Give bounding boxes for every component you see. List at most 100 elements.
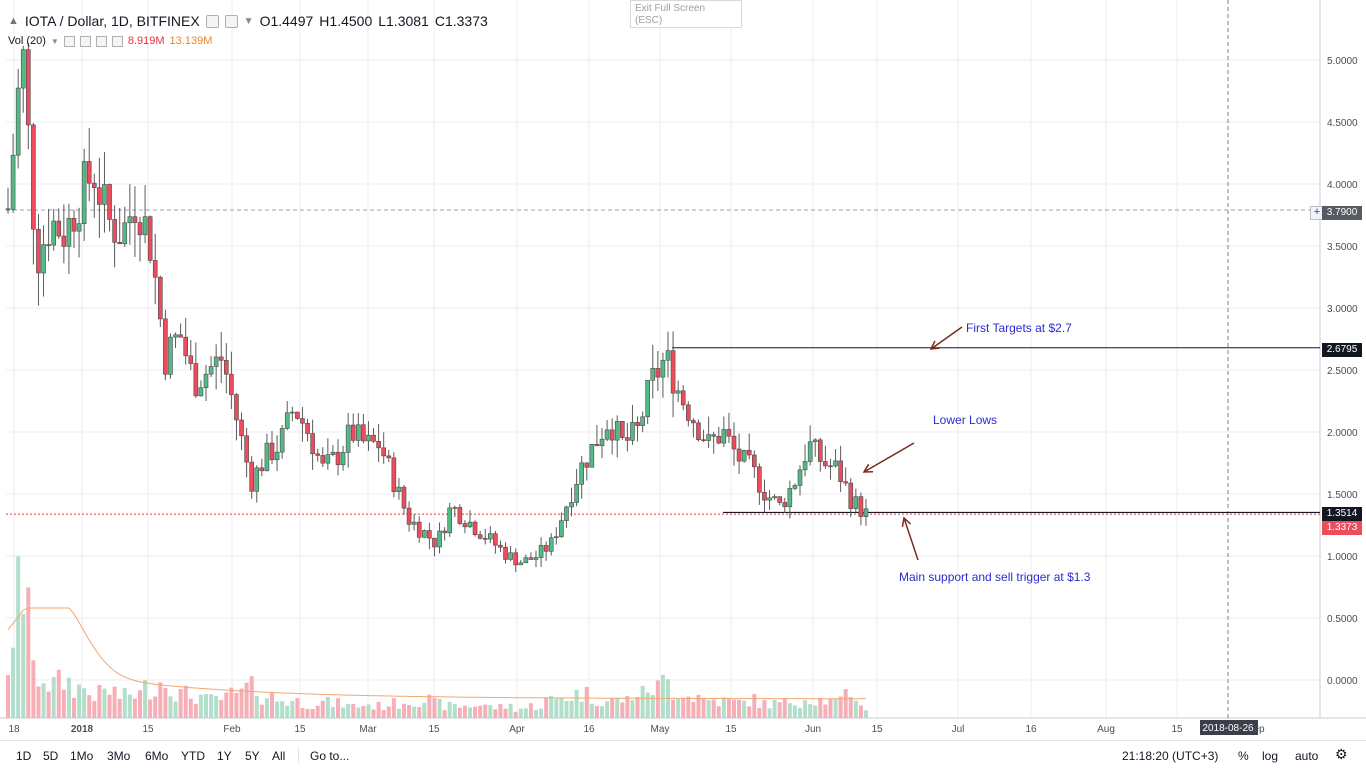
range-6mo-button[interactable]: 6Mo	[145, 749, 169, 763]
close-icon[interactable]	[111, 35, 123, 47]
symbol-title[interactable]: IOTA / Dollar, 1D, BITFINEX	[24, 13, 200, 29]
candle-body	[416, 521, 422, 538]
volume-bar	[767, 708, 772, 718]
candle-body	[330, 451, 336, 455]
visibility-icon[interactable]	[205, 14, 219, 28]
candle-body	[508, 552, 513, 560]
volume-bar	[72, 697, 76, 718]
volume-bar	[534, 709, 538, 718]
price-tick-label: 4.5000	[1327, 118, 1358, 129]
collapse-icon[interactable]: ▲	[8, 15, 19, 27]
volume-bar	[716, 706, 721, 718]
arrow-lower-lows	[863, 442, 915, 473]
gear-icon[interactable]: ⚙	[1335, 746, 1348, 762]
auto-toggle[interactable]: auto	[1295, 749, 1319, 763]
volume-bar	[143, 680, 148, 718]
candle-body	[290, 411, 295, 414]
volume-bar	[605, 701, 610, 718]
price-tick-label: 0.0000	[1327, 676, 1358, 687]
candle-body	[20, 49, 26, 89]
range-5y-button[interactable]: 5Y	[245, 749, 260, 763]
price-tick-label: 0.5000	[1327, 614, 1358, 625]
time-tick-label: Aug	[1097, 724, 1115, 735]
arrow-support-head	[901, 516, 912, 527]
candle-body	[665, 350, 671, 361]
candle-body	[208, 366, 214, 375]
range-1mo-button[interactable]: 1Mo	[70, 749, 94, 763]
volume-bar	[36, 686, 41, 718]
candle-body	[503, 546, 508, 560]
candle-body	[843, 481, 848, 484]
volume-bar	[853, 700, 858, 718]
candle-body	[518, 562, 524, 566]
volume-bar	[742, 700, 747, 718]
volume-bar	[87, 695, 92, 718]
candle-body	[797, 469, 803, 486]
candle-body	[482, 538, 488, 540]
candle-body	[295, 411, 300, 419]
resistance-price-tag: 2.6795	[1322, 343, 1362, 357]
volume-bar	[468, 707, 472, 718]
candle-body	[442, 530, 447, 534]
candle-body	[447, 507, 452, 534]
volume-bar	[366, 704, 371, 718]
volume-label[interactable]: Vol (20)	[8, 35, 46, 47]
volume-bar	[625, 696, 630, 718]
volume-ma-value: 13.139M	[169, 35, 213, 47]
more-icon[interactable]: ▼	[50, 36, 59, 46]
price-tick-label: 2.0000	[1327, 428, 1358, 439]
annotation-support[interactable]: Main support and sell trigger at $1.3	[899, 570, 1091, 584]
candle-body	[249, 461, 254, 492]
price-tick-label: 1.5000	[1327, 490, 1358, 501]
annotation-targets[interactable]: First Targets at $2.7	[966, 321, 1072, 335]
volume-bar	[82, 688, 87, 718]
volume-bar	[371, 709, 376, 718]
candle-body	[26, 49, 31, 126]
volume-bar	[234, 692, 239, 718]
volume-bar	[584, 686, 589, 718]
visibility-icon[interactable]	[63, 35, 75, 47]
volume-bar	[188, 698, 193, 718]
candle-body	[559, 520, 564, 538]
time-tick-label: 15	[725, 724, 737, 735]
volume-bar	[772, 699, 777, 718]
volume-bar	[711, 699, 716, 718]
volume-bar	[41, 683, 46, 718]
settings-icon[interactable]	[224, 14, 238, 28]
candle-body	[158, 276, 163, 320]
log-toggle[interactable]: log	[1262, 749, 1279, 763]
volume-bar	[864, 710, 868, 718]
range-3mo-button[interactable]: 3Mo	[107, 749, 131, 763]
more-icon[interactable]: ▼	[243, 15, 254, 27]
annotation-lower-lows[interactable]: Lower Lows	[933, 413, 998, 427]
candle-body	[625, 437, 630, 441]
candle-body	[767, 497, 772, 501]
time-tick-label: 16	[1025, 724, 1037, 735]
exit-fullscreen-hint[interactable]: Exit Full Screen (ESC)	[630, 0, 742, 28]
volume-bar	[737, 699, 742, 718]
volume-bar	[518, 708, 523, 718]
price-tick-label: 3.5000	[1327, 242, 1358, 253]
volume-value: 8.919M	[127, 35, 165, 47]
volume-bar	[808, 704, 813, 718]
volume-bar	[818, 697, 823, 718]
range-ytd-button[interactable]: YTD	[181, 749, 205, 763]
price-chart[interactable]: 5.0000 4.5000 4.0000 3.5000 3.0000 2.5000 2.00…	[0, 0, 1366, 740]
candle-body	[828, 465, 833, 468]
candle-body	[716, 435, 722, 444]
exit-fullscreen-label: Exit Full Screen	[635, 3, 706, 14]
range-all-button[interactable]: All	[272, 749, 286, 763]
percent-toggle[interactable]: %	[1238, 749, 1249, 763]
remove-icon[interactable]	[95, 35, 107, 47]
candle-body	[680, 390, 686, 406]
goto-button[interactable]: Go to...	[310, 749, 350, 763]
settings-icon[interactable]	[79, 35, 91, 47]
volume-bar	[219, 700, 224, 718]
candle-body	[569, 502, 574, 508]
range-1d-button[interactable]: 1D	[16, 749, 32, 763]
candle-body	[142, 216, 148, 236]
price-tick-label: 2.5000	[1327, 366, 1358, 377]
volume-bar	[249, 676, 254, 718]
range-5d-button[interactable]: 5D	[43, 749, 59, 763]
range-1y-button[interactable]: 1Y	[217, 749, 232, 763]
